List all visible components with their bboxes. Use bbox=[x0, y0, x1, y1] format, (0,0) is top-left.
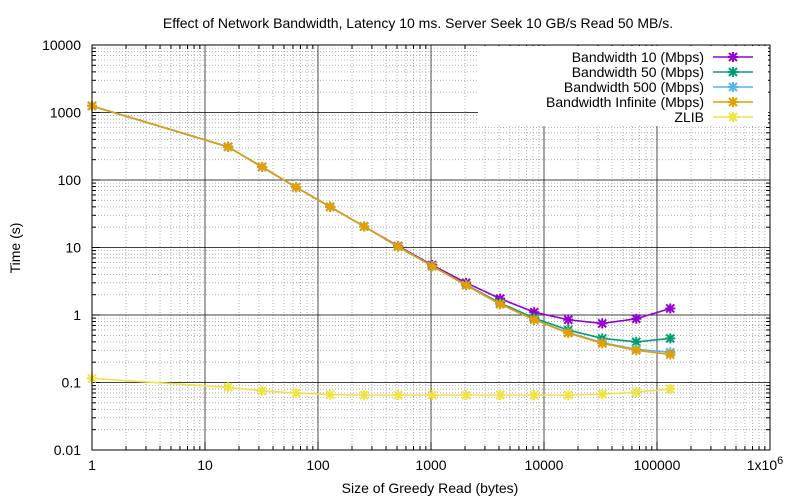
data-point bbox=[291, 387, 302, 398]
data-point bbox=[359, 221, 370, 232]
data-point bbox=[495, 390, 506, 401]
series-zlib bbox=[87, 373, 676, 401]
legend-swatch-marker bbox=[728, 67, 738, 77]
legend-entry-label: ZLIB bbox=[674, 109, 704, 125]
data-point bbox=[631, 345, 642, 356]
data-point bbox=[393, 390, 404, 401]
x-tick-label: 100000 bbox=[634, 457, 681, 473]
data-point bbox=[461, 390, 472, 401]
data-point bbox=[495, 299, 506, 310]
data-point bbox=[461, 280, 472, 291]
series-line bbox=[91, 377, 671, 396]
x-axis-label: Size of Greedy Read (bytes) bbox=[342, 480, 519, 496]
legend-swatch-marker bbox=[728, 97, 738, 107]
data-point bbox=[393, 241, 404, 252]
x-tick-label: 1x106 bbox=[747, 455, 783, 473]
y-tick-label: 1000 bbox=[50, 105, 81, 121]
data-point bbox=[291, 182, 302, 193]
legend-background bbox=[478, 46, 768, 126]
y-tick-labels: 0.01 0.1 1 10 100 1000 10000 bbox=[42, 37, 81, 458]
x-tick-labels: 1 10 100 1000 10000 100000 1x106 bbox=[88, 455, 783, 473]
series-line bbox=[91, 105, 671, 356]
x-tick-label: 1 bbox=[88, 457, 96, 473]
legend-entry-label: Bandwidth 500 (Mbps) bbox=[564, 79, 704, 95]
data-point bbox=[529, 390, 540, 401]
data-point bbox=[665, 349, 676, 360]
data-point bbox=[257, 161, 268, 172]
data-point bbox=[325, 201, 336, 212]
series-bandwidth-50-mbps bbox=[87, 100, 676, 347]
x-tick-label: 1000 bbox=[415, 457, 446, 473]
data-point bbox=[223, 382, 234, 393]
legend-swatch-marker bbox=[728, 112, 738, 122]
y-tick-label: 1 bbox=[73, 307, 81, 323]
data-point bbox=[325, 389, 336, 400]
data-point bbox=[631, 313, 642, 324]
series-line bbox=[91, 105, 671, 343]
legend: Bandwidth 10 (Mbps)Bandwidth 50 (Mbps)Ba… bbox=[478, 46, 768, 126]
x-tick-label: 10 bbox=[197, 457, 213, 473]
data-point bbox=[563, 314, 574, 325]
legend-swatch-marker bbox=[728, 52, 738, 62]
data-point bbox=[665, 303, 676, 314]
legend-entry-label: Bandwidth 50 (Mbps) bbox=[572, 64, 704, 80]
data-point bbox=[563, 328, 574, 339]
y-tick-label: 100 bbox=[58, 172, 82, 188]
series-line bbox=[91, 105, 671, 354]
y-tick-label: 0.01 bbox=[54, 442, 81, 458]
data-point bbox=[597, 338, 608, 349]
x-tick-label: 10000 bbox=[525, 457, 564, 473]
legend-entry-label: Bandwidth 10 (Mbps) bbox=[572, 49, 704, 65]
data-point bbox=[631, 387, 642, 398]
legend-swatch-marker bbox=[728, 82, 738, 92]
x-tick-label: 100 bbox=[306, 457, 330, 473]
data-point bbox=[223, 141, 234, 152]
series-line bbox=[91, 105, 671, 325]
chart-title: Effect of Network Bandwidth, Latency 10 … bbox=[163, 15, 673, 31]
data-point bbox=[597, 389, 608, 400]
y-tick-label: 10000 bbox=[42, 37, 81, 53]
series-layer bbox=[87, 100, 676, 401]
data-point bbox=[563, 390, 574, 401]
data-point bbox=[529, 314, 540, 325]
y-tick-label: 0.1 bbox=[62, 375, 82, 391]
plot-frame bbox=[91, 44, 771, 451]
data-point bbox=[257, 385, 268, 396]
data-point bbox=[597, 318, 608, 329]
data-point bbox=[427, 261, 438, 272]
data-point bbox=[665, 384, 676, 395]
y-axis-label: Time (s) bbox=[7, 223, 23, 274]
data-point bbox=[427, 390, 438, 401]
data-point bbox=[359, 390, 370, 401]
data-point bbox=[665, 333, 676, 344]
y-tick-label: 10 bbox=[65, 240, 81, 256]
legend-entry-label: Bandwidth Infinite (Mbps) bbox=[546, 94, 704, 110]
